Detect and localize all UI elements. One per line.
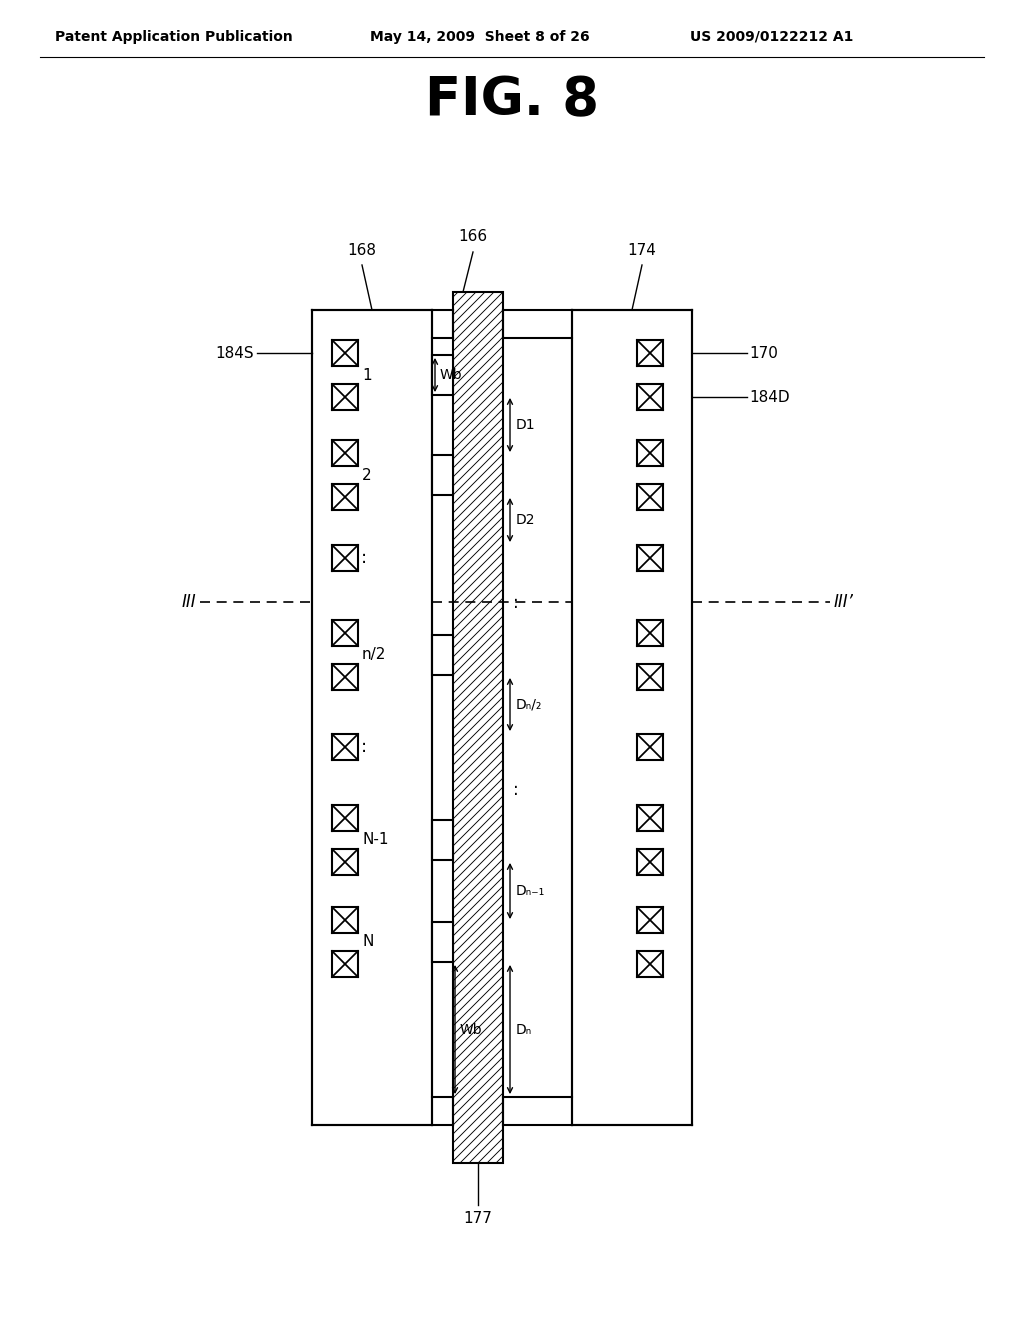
Bar — [332, 734, 358, 760]
Bar — [637, 950, 663, 977]
Text: :: : — [361, 738, 368, 756]
Bar — [637, 545, 663, 572]
Bar — [637, 341, 663, 366]
Text: Wb: Wb — [440, 368, 463, 381]
Text: Dₙ₋₁: Dₙ₋₁ — [516, 884, 545, 898]
Text: D1: D1 — [516, 418, 536, 432]
Bar — [332, 620, 358, 645]
Bar — [332, 440, 358, 466]
Bar — [637, 620, 663, 645]
Text: III: III — [181, 593, 196, 611]
Text: D2: D2 — [516, 513, 536, 527]
Text: Patent Application Publication: Patent Application Publication — [55, 30, 293, 44]
Text: 174: 174 — [628, 243, 656, 257]
Text: III’: III’ — [834, 593, 854, 611]
Text: 184S: 184S — [215, 346, 254, 360]
Bar — [573, 312, 690, 1123]
Text: US 2009/0122212 A1: US 2009/0122212 A1 — [690, 30, 853, 44]
Bar — [637, 805, 663, 832]
Bar — [313, 312, 430, 1123]
Text: Wb: Wb — [460, 1023, 482, 1036]
Bar — [332, 384, 358, 411]
Bar — [637, 484, 663, 510]
Bar — [432, 921, 453, 962]
Text: N: N — [362, 935, 374, 949]
Text: 2: 2 — [362, 467, 372, 483]
Bar — [332, 664, 358, 690]
Bar — [637, 440, 663, 466]
Bar — [637, 849, 663, 875]
Text: 177: 177 — [464, 1210, 493, 1226]
Text: FIG. 8: FIG. 8 — [425, 74, 599, 125]
Bar — [332, 849, 358, 875]
Bar — [637, 664, 663, 690]
Text: Dₙ/₂: Dₙ/₂ — [516, 697, 543, 711]
Bar — [332, 805, 358, 832]
Bar — [432, 455, 453, 495]
Text: :: : — [513, 594, 519, 612]
Text: 170: 170 — [749, 346, 778, 360]
Text: Dₙ: Dₙ — [516, 1023, 532, 1036]
Text: 184D: 184D — [749, 389, 790, 404]
Text: n/2: n/2 — [362, 648, 386, 663]
Text: 168: 168 — [347, 243, 377, 257]
Bar — [332, 907, 358, 933]
Bar — [332, 341, 358, 366]
Text: :: : — [361, 549, 368, 568]
Text: N-1: N-1 — [362, 833, 388, 847]
Text: 166: 166 — [459, 228, 487, 244]
Bar — [432, 355, 453, 395]
Bar — [637, 907, 663, 933]
Bar — [637, 384, 663, 411]
Bar — [332, 950, 358, 977]
Bar — [332, 484, 358, 510]
Text: May 14, 2009  Sheet 8 of 26: May 14, 2009 Sheet 8 of 26 — [370, 30, 590, 44]
Bar — [453, 292, 503, 1163]
Bar — [332, 545, 358, 572]
Bar — [432, 820, 453, 861]
Bar — [637, 734, 663, 760]
Text: 1: 1 — [362, 367, 372, 383]
Bar — [432, 635, 453, 675]
Text: :: : — [513, 781, 519, 799]
